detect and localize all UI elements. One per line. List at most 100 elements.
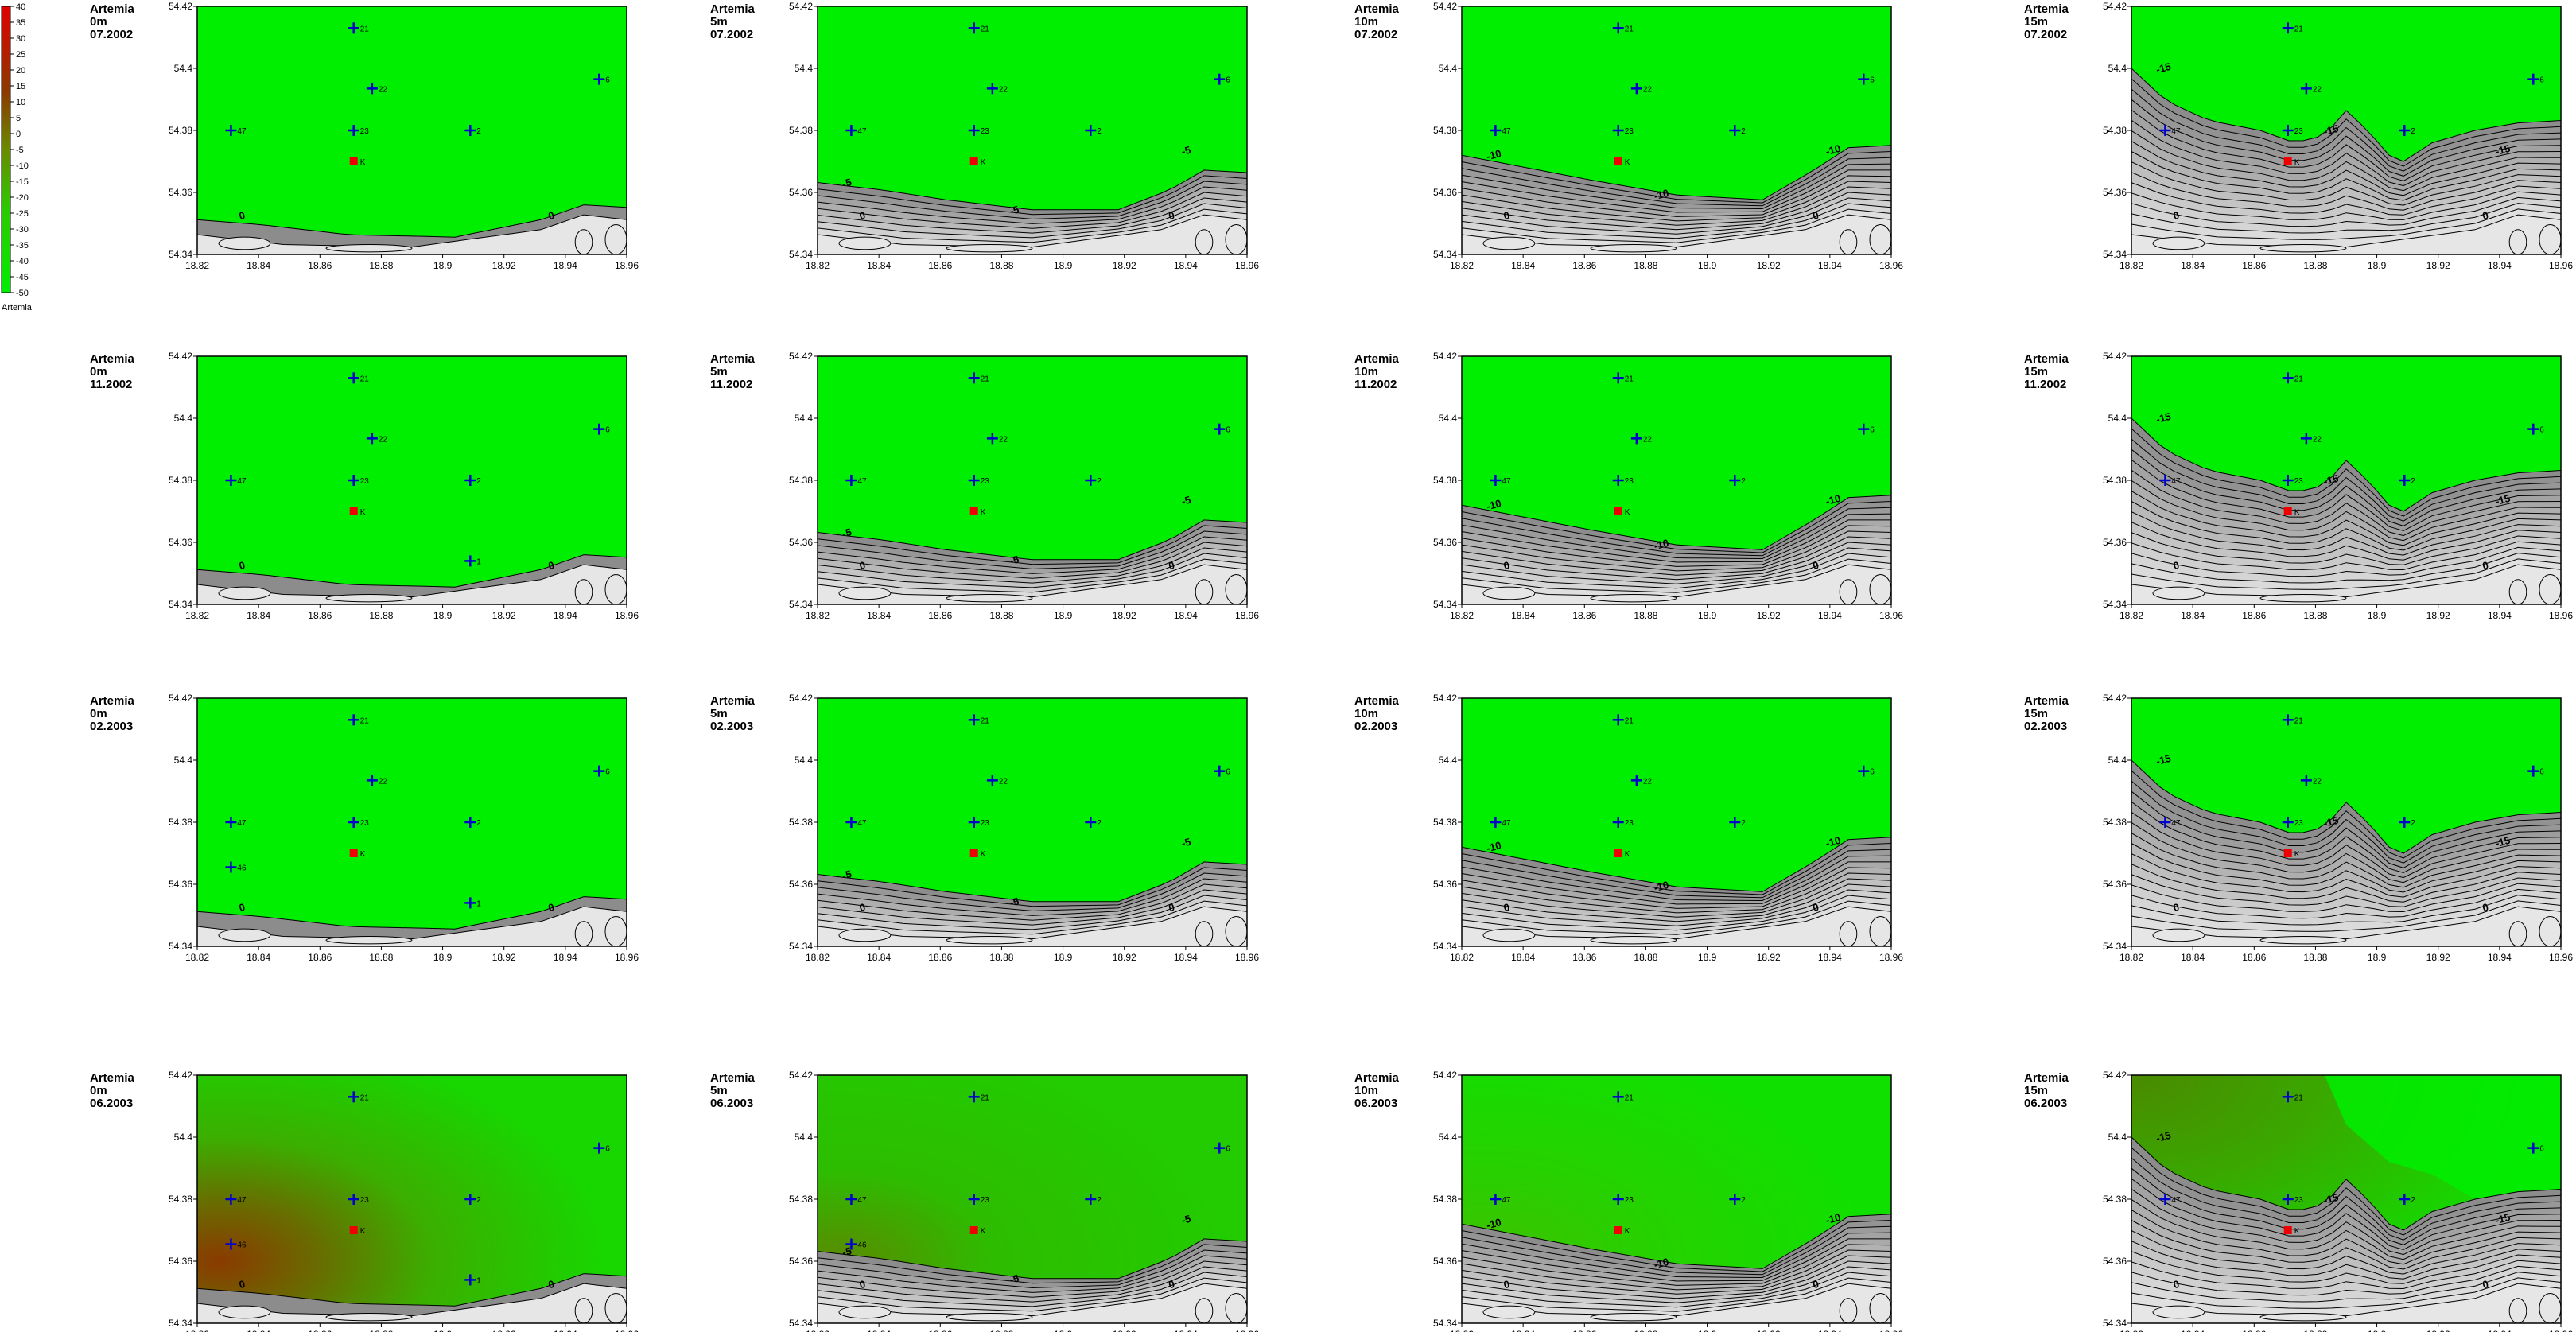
contour-line — [818, 186, 1247, 224]
y-tick-label: 54.36 — [1433, 879, 1457, 890]
contour-pocket — [2539, 916, 2561, 946]
x-tick-label: 18.92 — [492, 952, 516, 963]
colorbar-tick-label: 10 — [16, 98, 25, 107]
contour-line — [2131, 811, 2561, 879]
x-tick-label: 18.92 — [492, 610, 516, 621]
contour-band — [1462, 907, 1891, 946]
station-marker-square — [349, 849, 358, 857]
panel-title-line: 5m — [710, 707, 728, 720]
contour-label: -15 — [2154, 60, 2172, 76]
station-label: 47 — [2171, 477, 2181, 486]
y-tick-label: 54.34 — [2103, 599, 2127, 610]
contour-band — [818, 907, 1247, 946]
contour-line — [2131, 182, 2561, 216]
x-tick-label: 18.92 — [1757, 952, 1781, 963]
x-tick-label: 18.94 — [2488, 260, 2512, 271]
station-label: 21 — [981, 1093, 990, 1102]
contour-line — [2131, 843, 2561, 893]
x-tick-label: 18.88 — [369, 610, 393, 621]
contour-label: 0 — [238, 901, 247, 914]
contour-line — [1462, 536, 1891, 576]
y-tick-label: 54.38 — [2103, 475, 2127, 486]
contour-line — [1462, 1225, 1891, 1276]
contour-label: 0 — [238, 209, 247, 222]
panel-title-line: 0m — [90, 1084, 107, 1097]
panel-title-line: Artemia — [2024, 2, 2069, 16]
contour-line — [1462, 157, 1891, 207]
y-tick-label: 54.34 — [789, 941, 813, 952]
contour-line — [1462, 1220, 1891, 1272]
x-tick-label: 18.84 — [867, 260, 891, 271]
contour-pocket — [1225, 574, 1247, 604]
contour-line — [2131, 501, 2561, 551]
concentration-field — [197, 356, 627, 604]
y-tick-label: 54.36 — [1433, 1256, 1457, 1267]
contour-label: -10 — [1653, 1256, 1670, 1271]
x-tick-label: 18.86 — [308, 1329, 332, 1332]
y-tick-label: 54.42 — [789, 1, 813, 12]
panel-title-line: 11.2002 — [1354, 378, 1397, 391]
plot-area: -15 -15 -15 0 0 — [2131, 356, 2561, 604]
station-label: 21 — [1625, 716, 1634, 725]
station-label: 1 — [476, 557, 481, 566]
contour-line — [1462, 878, 1891, 918]
station-label: 6 — [1226, 768, 1230, 777]
panel-title-line: 10m — [1354, 15, 1378, 29]
x-tick-label: 18.9 — [1698, 260, 1717, 271]
station-label: 23 — [360, 1196, 370, 1205]
contour-label: -5 — [1180, 1213, 1192, 1226]
contour-pocket — [2508, 921, 2527, 946]
plot-area: -10 -10 -10 0 0 — [1462, 356, 1891, 604]
contour-line — [818, 883, 1247, 921]
contour-label: 0 — [1168, 901, 1176, 914]
station-label: 22 — [379, 435, 388, 444]
x-tick-label: 18.82 — [806, 260, 830, 271]
contour-label: -5 — [1180, 494, 1192, 507]
contour-line — [197, 204, 627, 238]
contour-line — [197, 554, 627, 588]
contour-label: 0 — [1168, 559, 1176, 572]
station-marker-square — [969, 157, 978, 165]
x-tick-label: 18.88 — [989, 260, 1013, 271]
x-tick-label: 18.96 — [1879, 610, 1903, 621]
colorbar-tick-label: 15 — [16, 82, 25, 91]
x-tick-label: 18.82 — [2119, 610, 2143, 621]
colorbar-tick-label: 40 — [16, 2, 25, 12]
x-tick-label: 18.9 — [1054, 610, 1073, 621]
contour-band — [1462, 1283, 1891, 1323]
x-tick-label: 18.96 — [615, 610, 639, 621]
contour-pocket — [604, 574, 627, 604]
contour-band — [197, 907, 627, 946]
contour-line — [2131, 1157, 2561, 1241]
contour-line — [2131, 1277, 2561, 1309]
station-label: 2 — [476, 477, 481, 486]
contour-line — [818, 1244, 1247, 1284]
contour-label: 0 — [1168, 209, 1176, 222]
contour-line — [2131, 208, 2561, 240]
station-label: 2 — [2411, 477, 2415, 486]
station-label: 2 — [1097, 1196, 1102, 1205]
station-label: 2 — [1741, 127, 1746, 136]
colorbar-tick-label: 35 — [16, 18, 25, 28]
contour-pocket — [218, 586, 271, 600]
contour-line — [818, 867, 1247, 907]
panel-title-line: 06.2003 — [90, 1097, 133, 1110]
contour-line — [2131, 1220, 2561, 1270]
contour-band — [818, 1283, 1247, 1323]
contour-label: -10 — [1824, 142, 1842, 157]
concentration-field — [197, 1075, 627, 1323]
y-tick-label: 54.36 — [169, 1256, 192, 1267]
contour-label: -15 — [2322, 122, 2340, 138]
x-tick-label: 18.84 — [867, 610, 891, 621]
colorbar-tick-label: -20 — [16, 193, 29, 203]
x-tick-label: 18.82 — [185, 1329, 209, 1332]
x-tick-label: 18.92 — [492, 260, 516, 271]
x-tick-label: 18.88 — [369, 952, 393, 963]
station-label: 47 — [857, 477, 867, 486]
contour-line — [2131, 172, 2561, 211]
contour-label: 0 — [1502, 209, 1511, 222]
station-label: K — [360, 508, 366, 517]
contour-label: 0 — [1502, 559, 1511, 572]
